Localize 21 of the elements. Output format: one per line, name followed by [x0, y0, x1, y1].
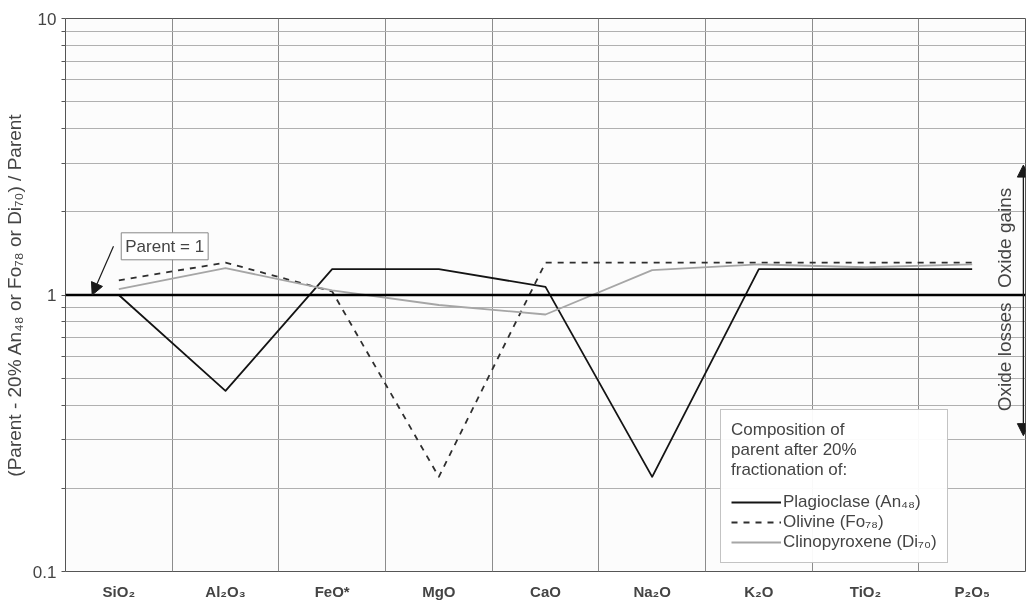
- x-tick-label: SiO₂: [102, 582, 136, 600]
- y-axis-title: (Parent - 20% An₄₈ or Fo₇₈ or Di₇₀) / Parent: [3, 113, 25, 477]
- x-tick-label: Na₂O: [633, 582, 672, 600]
- x-tick-label: TiO₂: [849, 582, 882, 600]
- legend-label: Clinopyroxene (Di₇₀): [783, 532, 937, 552]
- annotation: Oxide gains: [993, 187, 1015, 288]
- annotation: Oxide losses: [993, 302, 1015, 412]
- y-tick-label: 10: [37, 9, 57, 29]
- legend-label: Olivine (Fo₇₈): [783, 512, 884, 532]
- x-tick-label: FeO*: [314, 582, 350, 600]
- legend-label: Plagioclase (An₄₈): [783, 492, 921, 512]
- x-tick-label: P₂O₅: [954, 582, 990, 600]
- x-tick-label: MgO: [422, 582, 456, 600]
- x-tick-label: K₂O: [744, 582, 774, 600]
- y-tick-label: 0.1: [32, 562, 57, 582]
- x-tick-label: Al₂O₃: [205, 582, 246, 600]
- y-tick-label: 1: [47, 286, 57, 305]
- x-tick-label: CaO: [530, 582, 562, 600]
- ref-line-label: Parent = 1: [125, 236, 205, 256]
- legend-title: Composition of parent after 20% fractionation of:: [731, 420, 858, 480]
- line-series: [117, 263, 974, 316]
